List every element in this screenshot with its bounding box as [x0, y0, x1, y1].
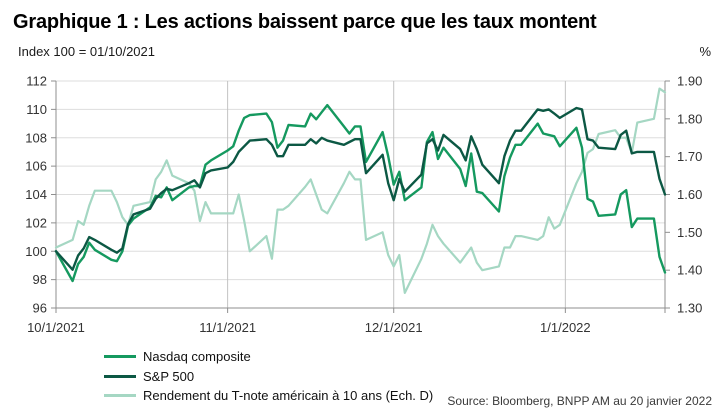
y-axis-right-label: 1.60 [677, 187, 702, 202]
y-axis-left-label: 112 [26, 74, 47, 89]
legend-item-nasdaq: Nasdaq composite [104, 347, 433, 367]
y-axis-right-label: 1.80 [677, 111, 702, 126]
legend-item-sp500: S&P 500 [104, 367, 433, 387]
page-title: Graphique 1 : Les actions baissent parce… [13, 11, 597, 33]
y-axis-right-label: 1.90 [677, 74, 702, 89]
x-axis-label: 1/1/2022 [540, 320, 591, 335]
x-axis-label: 12/1/2021 [365, 320, 423, 335]
nasdaq-line [54, 103, 667, 283]
y-axis-left-label: 104 [25, 187, 47, 202]
nasdaq-line-swatch [104, 355, 136, 359]
x-axis-label: 10/1/2021 [27, 320, 85, 335]
y-axis-left-label: 100 [25, 244, 47, 259]
sp500-line-swatch [104, 374, 136, 378]
sp500-line [54, 106, 667, 271]
y-axis-left-label: 106 [25, 159, 47, 174]
left-axis-unit-label: Index 100 = 01/10/2021 [18, 44, 155, 59]
y-axis-right-label: 1.40 [677, 263, 702, 278]
tnote-line-swatch [104, 394, 136, 398]
y-axis-left-label: 98 [33, 272, 47, 287]
y-axis-left-label: 110 [26, 102, 47, 117]
source-note: Source: Bloomberg, BNPP AM au 20 janvier… [447, 394, 712, 408]
y-axis-right-label: 1.50 [677, 225, 702, 240]
legend-item-tnote: Rendement du T-note américain à 10 ans (… [104, 386, 433, 406]
legend-label-nasdaq: Nasdaq composite [143, 349, 251, 365]
y-axis-left-label: 102 [25, 215, 47, 230]
chart-legend: Nasdaq composite S&P 500 Rendement du T-… [104, 347, 433, 406]
tnote-line [54, 87, 667, 294]
y-axis-left-label: 96 [33, 301, 47, 316]
y-axis-right-label: 1.30 [677, 301, 702, 316]
y-axis-right-label: 1.70 [677, 149, 702, 164]
y-axis-left-label: 108 [25, 130, 47, 145]
right-axis-unit-label: % [699, 44, 711, 59]
legend-label-tnote: Rendement du T-note américain à 10 ans (… [143, 388, 434, 404]
legend-label-sp500: S&P 500 [143, 368, 195, 384]
x-axis-label: 11/1/2021 [199, 320, 256, 335]
